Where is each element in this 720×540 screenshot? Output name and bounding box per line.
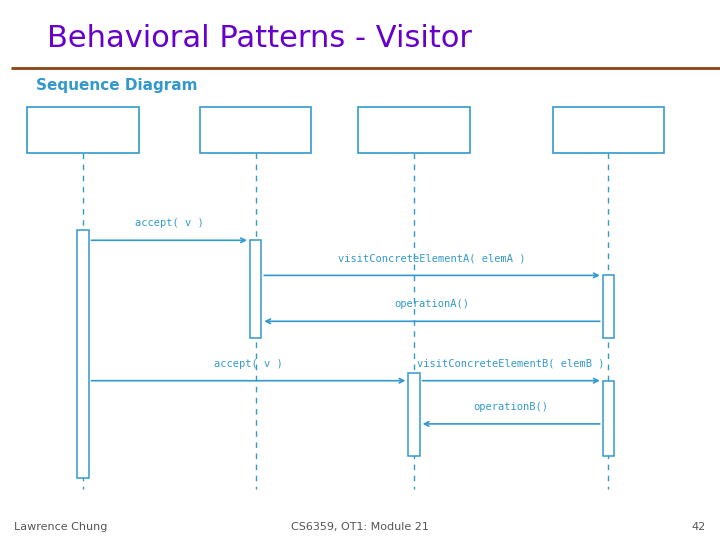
Text: Behavioral Patterns - Visitor: Behavioral Patterns - Visitor	[47, 24, 472, 53]
Text: Lawrence Chung: Lawrence Chung	[14, 522, 108, 532]
Text: accept( v ): accept( v )	[214, 359, 283, 369]
Text: operationB(): operationB()	[474, 402, 549, 412]
Bar	[199, 107, 311, 152]
Text: CS6359, OT1: Module 21: CS6359, OT1: Module 21	[291, 522, 429, 532]
Text: 42: 42	[691, 522, 706, 532]
Text: Sequence Diagram: Sequence Diagram	[36, 78, 197, 93]
Bar	[408, 373, 420, 456]
Text: v : Visitor: v : Visitor	[574, 125, 643, 134]
Text: operationA(): operationA()	[395, 299, 469, 309]
Bar	[27, 107, 138, 152]
Text: aStruct :
ObjectStructure: aStruct : ObjectStructure	[36, 119, 130, 140]
Text: elemB :
ConcreteElementB: elemB : ConcreteElementB	[364, 119, 464, 140]
Bar	[603, 275, 614, 338]
Bar	[553, 107, 665, 152]
Text: accept( v ): accept( v )	[135, 218, 204, 228]
Bar	[603, 381, 614, 456]
Bar	[250, 240, 261, 338]
Bar	[77, 230, 89, 478]
Text: visitConcreteElementA( elemA ): visitConcreteElementA( elemA )	[338, 253, 526, 264]
Text: visitConcreteElementB( elemB ): visitConcreteElementB( elemB )	[418, 359, 605, 369]
Bar	[358, 107, 469, 152]
Text: elemA :
ConcreteElementA: elemA : ConcreteElementA	[206, 119, 305, 140]
